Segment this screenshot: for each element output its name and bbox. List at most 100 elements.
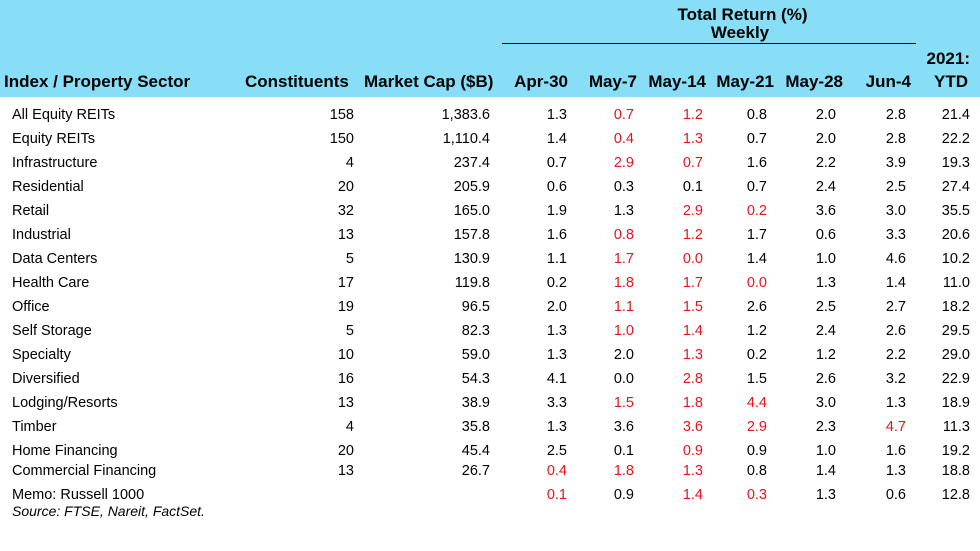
row-ytd-return: 18.2: [941, 299, 970, 315]
row-weekly-return: 0.3: [613, 179, 634, 195]
row-market-cap: 119.8: [454, 275, 490, 291]
row-market-cap: 45.4: [461, 443, 490, 459]
row-sector-name: Health Care: [12, 275, 90, 291]
row-weekly-return: 1.0: [613, 323, 634, 339]
row-constituents: 13: [337, 395, 354, 411]
col-header-ytd-year: 2021:: [926, 49, 970, 68]
row-weekly-return: 1.2: [746, 323, 767, 339]
row-sector-name: Office: [12, 299, 50, 315]
row-weekly-return: 3.3: [546, 395, 567, 411]
row-weekly-return: 0.6: [815, 227, 836, 243]
row-ytd-return: 11.3: [942, 419, 970, 435]
weekly-group-rule: [502, 43, 916, 44]
row-weekly-return: 1.6: [746, 155, 767, 171]
row-weekly-return: 1.3: [682, 347, 703, 363]
table-row: Specialty 10 59.0 1.3 2.0 1.3 0.2 1.2 2.2 29.0: [0, 345, 980, 365]
col-header-name: Index / Property Sector: [4, 72, 191, 91]
row-weekly-return: 3.3: [885, 227, 906, 243]
table-row: Data Centers 5 130.9 1.1 1.7 0.0 1.4 1.0 4.6 10.2: [0, 249, 980, 269]
row-ytd-return: 10.2: [941, 251, 970, 267]
row-sector-name: Industrial: [12, 227, 71, 243]
row-weekly-return: 2.0: [815, 107, 836, 123]
row-weekly-return: 1.8: [613, 463, 634, 479]
row-weekly-return: 2.5: [546, 443, 567, 459]
row-weekly-return: 0.3: [746, 487, 767, 503]
row-constituents: 5: [345, 323, 354, 339]
table-row: Office 19 96.5 2.0 1.1 1.5 2.6 2.5 2.7 18.2: [0, 297, 980, 317]
row-weekly-return: 2.6: [885, 323, 906, 339]
row-sector-name: Lodging/Resorts: [12, 395, 118, 411]
row-weekly-return: 1.2: [682, 107, 703, 123]
row-weekly-return: 0.2: [746, 203, 767, 219]
row-weekly-return: 1.1: [546, 251, 567, 267]
row-market-cap: 38.9: [461, 395, 490, 411]
row-weekly-return: 0.7: [746, 179, 767, 195]
row-weekly-return: 1.3: [815, 275, 836, 291]
row-constituents: 5: [345, 251, 354, 267]
row-sector-name: Memo: Russell 1000: [12, 487, 145, 503]
table-row: Retail 32 165.0 1.9 1.3 2.9 0.2 3.6 3.0 35.5: [0, 201, 980, 221]
row-weekly-return: 2.7: [885, 299, 906, 315]
table-row: Self Storage 5 82.3 1.3 1.0 1.4 1.2 2.4 2.6 29.5: [0, 321, 980, 341]
col-header-week: Apr-30: [514, 72, 568, 91]
row-sector-name: Retail: [12, 203, 50, 219]
row-weekly-return: 0.7: [613, 107, 634, 123]
row-weekly-return: 3.6: [815, 203, 836, 219]
row-weekly-return: 1.3: [546, 347, 567, 363]
row-weekly-return: 1.5: [613, 395, 634, 411]
col-header-week: May-21: [716, 72, 774, 91]
row-constituents: 13: [337, 227, 354, 243]
row-weekly-return: 1.3: [546, 323, 567, 339]
row-market-cap: 237.4: [453, 155, 490, 171]
row-weekly-return: 0.4: [546, 463, 567, 479]
row-weekly-return: 2.9: [613, 155, 634, 171]
row-weekly-return: 0.1: [613, 443, 634, 459]
row-weekly-return: 1.8: [682, 395, 703, 411]
row-weekly-return: 1.3: [546, 107, 567, 123]
table-row: Diversified 16 54.3 4.1 0.0 2.8 1.5 2.6 3.2 22.9: [0, 369, 980, 389]
row-constituents: 16: [337, 371, 354, 387]
row-weekly-return: 0.0: [682, 251, 703, 267]
row-sector-name: Infrastructure: [12, 155, 98, 171]
row-weekly-return: 1.6: [546, 227, 567, 243]
row-market-cap: 205.9: [453, 179, 490, 195]
row-weekly-return: 3.0: [815, 395, 836, 411]
row-weekly-return: 4.4: [746, 395, 767, 411]
table-row: Commercial Financing 13 26.7 0.4 1.8 1.3 0.8 1.…: [0, 461, 980, 481]
row-weekly-return: 4.1: [546, 371, 567, 387]
row-weekly-return: 0.6: [885, 487, 906, 503]
table-row: All Equity REITs 158 1,383.6 1.3 0.7 1.2 0.8 2.…: [0, 105, 980, 125]
col-header-week: May-28: [785, 72, 843, 91]
row-weekly-return: 3.0: [885, 203, 906, 219]
row-weekly-return: 1.8: [613, 275, 634, 291]
row-weekly-return: 1.4: [546, 131, 567, 147]
row-weekly-return: 0.7: [546, 155, 567, 171]
row-sector-name: Commercial Financing: [12, 463, 157, 479]
row-market-cap: 35.8: [461, 419, 490, 435]
col-header-constituents: Constituents: [245, 72, 349, 91]
row-weekly-return: 1.5: [746, 371, 767, 387]
row-weekly-return: 2.4: [815, 179, 836, 195]
row-weekly-return: 1.4: [815, 463, 836, 479]
row-ytd-return: 19.3: [941, 155, 970, 171]
row-weekly-return: 3.6: [682, 419, 703, 435]
table-row: Lodging/Resorts 13 38.9 3.3 1.5 1.8 4.4 3.0 1.3 1…: [0, 393, 980, 413]
row-weekly-return: 2.5: [885, 179, 906, 195]
row-weekly-return: 4.7: [885, 419, 906, 435]
table-row: Infrastructure 4 237.4 0.7 2.9 0.7 1.6 2.2 3.9 19…: [0, 153, 980, 173]
row-ytd-return: 12.8: [941, 487, 970, 503]
row-market-cap: 165.0: [453, 203, 490, 219]
row-constituents: 4: [345, 419, 354, 435]
row-constituents: 20: [337, 179, 354, 195]
row-weekly-return: 0.8: [613, 227, 634, 243]
row-ytd-return: 27.4: [941, 179, 970, 195]
row-weekly-return: 0.0: [746, 275, 767, 291]
col-header-week: May-7: [588, 72, 637, 91]
row-weekly-return: 2.8: [885, 107, 906, 123]
table-header-band: [0, 0, 980, 97]
col-header-week: May-14: [648, 72, 706, 91]
row-weekly-return: 1.4: [885, 275, 906, 291]
row-weekly-return: 1.3: [546, 419, 567, 435]
row-constituents: 17: [337, 275, 354, 291]
row-weekly-return: 2.3: [815, 419, 836, 435]
